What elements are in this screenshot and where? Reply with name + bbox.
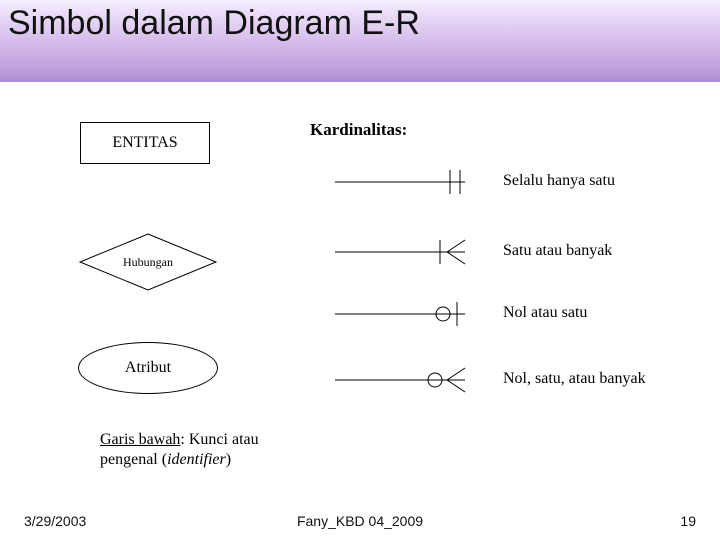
cardinality-label: Nol atau satu (503, 304, 587, 322)
attribute-symbol: Atribut (78, 342, 218, 394)
crowfoot-zero-one-or-many-icon (335, 360, 485, 400)
entity-label: ENTITAS (112, 134, 177, 152)
crowfoot-zero-or-one-icon (335, 294, 485, 334)
slide-body: ENTITAS Hubungan Atribut Garis bawah: Ku… (0, 82, 720, 502)
identifier-note-text2: pengenal ( (100, 451, 167, 468)
identifier-note: Garis bawah: Kunci atau pengenal (identi… (100, 430, 300, 470)
footer-center: Fany_KBD 04_2009 (0, 513, 720, 529)
cardinality-zero-or-one: Nol atau satu (335, 294, 485, 334)
identifier-note-italic: identifier (167, 451, 226, 468)
cardinality-zero-one-many: Nol, satu, atau banyak (335, 360, 485, 400)
crowfoot-one-or-many-icon (335, 232, 485, 272)
identifier-note-underlined: Garis bawah (100, 431, 180, 448)
crowfoot-one-and-only-one-icon (335, 162, 485, 202)
cardinality-heading: Kardinalitas: (310, 120, 407, 140)
slide-header: Simbol dalam Diagram E-R (0, 0, 720, 82)
slide-footer: 3/29/2003 Fany_KBD 04_2009 19 (0, 502, 720, 540)
cardinality-label: Nol, satu, atau banyak (503, 370, 646, 388)
cardinality-label: Satu atau banyak (503, 242, 612, 260)
cardinality-one-only: Selalu hanya satu (335, 162, 485, 202)
cardinality-one-or-many: Satu atau banyak (335, 232, 485, 272)
cardinality-label: Selalu hanya satu (503, 172, 615, 190)
identifier-note-text3: ) (226, 451, 231, 468)
footer-page: 19 (680, 513, 696, 529)
attribute-label: Atribut (125, 359, 171, 377)
relationship-label: Hubungan (78, 232, 218, 292)
slide-title: Simbol dalam Diagram E-R (8, 4, 420, 42)
relationship-symbol: Hubungan (78, 232, 218, 292)
identifier-note-text1: : Kunci atau (180, 431, 258, 448)
entity-symbol: ENTITAS (80, 122, 210, 164)
